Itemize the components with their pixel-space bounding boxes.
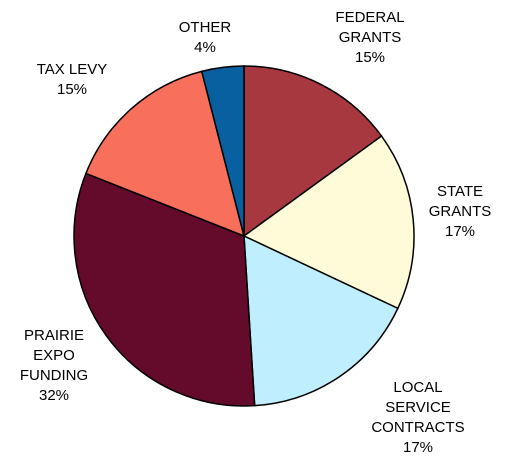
label-federal-grants: FEDERAL GRANTS 15% [318,8,422,68]
label-federal-grants-line1: FEDERAL [335,9,405,26]
label-other: OTHER 4% [162,18,248,58]
label-prairie-expo-funding-line2: EXPO [33,347,75,364]
label-other-line1: OTHER [178,19,232,36]
pie-slices [73,65,415,407]
label-state-grants-line1: STATE [436,183,484,200]
slice-state-grants [242,135,415,310]
label-tax-levy-value: 15% [56,81,88,98]
label-local-service-contracts-line3: CONTRACTS [371,419,465,436]
label-local-service-contracts-line2: SERVICE [385,399,451,416]
label-tax-levy-line1: TAX LEVY [36,61,108,78]
slice-federal-grants [243,65,383,238]
label-prairie-expo-funding-line3: FUNDING [19,367,89,384]
label-other-value: 4% [194,39,216,56]
label-tax-levy: TAX LEVY 15% [22,60,122,100]
slice-tax-levy [84,70,246,238]
label-local-service-contracts: LOCAL SERVICE CONTRACTS 17% [356,378,480,458]
label-state-grants-value: 17% [444,223,476,240]
label-federal-grants-line2: GRANTS [338,29,402,46]
label-prairie-expo-funding-line1: PRAIRIE [23,327,84,344]
label-prairie-expo-funding-value: 32% [38,387,70,404]
slice-local-service-contracts [243,234,399,407]
label-federal-grants-value: 15% [354,49,386,66]
slice-prairie-expo-funding [73,172,256,407]
label-local-service-contracts-line1: LOCAL [393,379,443,396]
label-local-service-contracts-value: 17% [402,439,434,456]
slice-other [200,65,245,237]
label-prairie-expo-funding: PRAIRIE EXPO FUNDING 32% [8,326,100,406]
label-state-grants: STATE GRANTS 17% [420,182,500,242]
label-state-grants-line2: GRANTS [428,203,492,220]
